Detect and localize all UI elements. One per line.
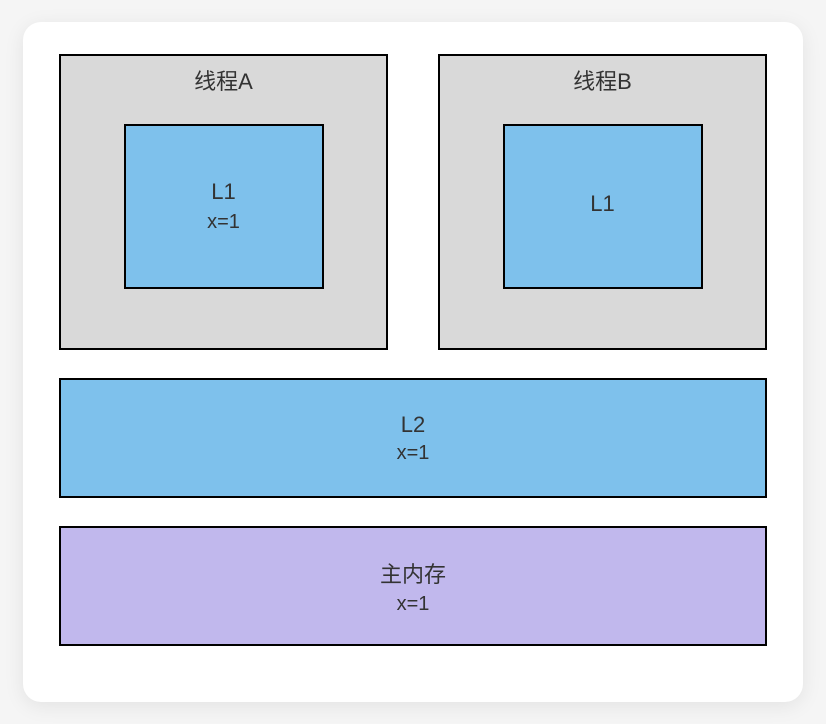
l2-label: L2 [401,412,425,438]
diagram-container: 线程A L1 x=1 线程B L1 L2 x=1 主内存 x=1 [23,22,803,702]
threads-row: 线程A L1 x=1 线程B L1 [59,54,767,350]
memory-box: 主内存 x=1 [59,526,767,646]
thread-a-title: 线程A [194,64,253,96]
thread-a-l1-box: L1 x=1 [124,124,324,289]
l2-value: x=1 [397,442,430,465]
thread-b-l1-label: L1 [590,191,614,217]
thread-a-l1-label: L1 [211,179,235,205]
thread-a-l1-value: x=1 [207,211,240,234]
thread-a-box: 线程A L1 x=1 [59,54,388,350]
thread-b-l1-box: L1 [503,124,703,289]
l2-box: L2 x=1 [59,378,767,498]
thread-b-title: 线程B [573,64,632,96]
memory-value: x=1 [397,593,430,616]
thread-b-box: 线程B L1 [438,54,767,350]
memory-label: 主内存 [380,557,446,589]
